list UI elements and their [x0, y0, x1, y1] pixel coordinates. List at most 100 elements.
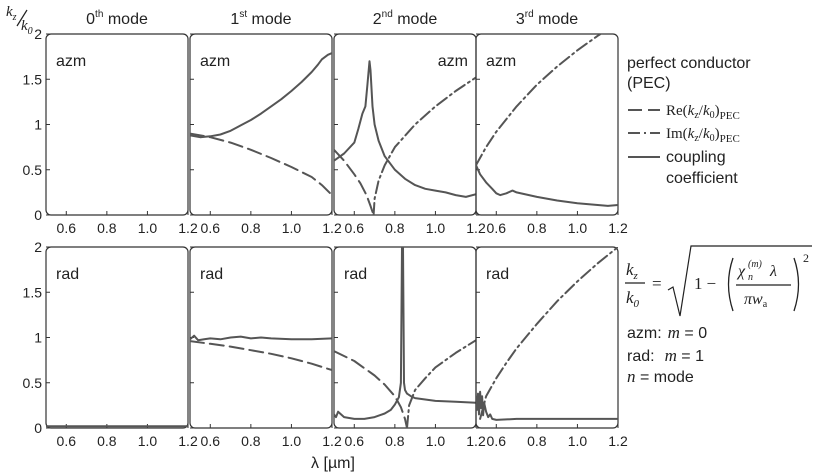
column-title-0: 0th mode	[86, 9, 148, 28]
x-tick-label: 0.8	[385, 220, 405, 236]
x-tick-label: 0.6	[201, 220, 221, 236]
panel-label: azm	[438, 53, 468, 70]
panel-rad-mode-0: 0.6 0.8 1.0 1.2 0 0.5 1 1.5 2 rad	[23, 239, 198, 449]
x-tick-label: 1.2	[466, 220, 486, 236]
x-tick-label: 1.2	[178, 220, 198, 236]
x-tick-label: 1.0	[282, 433, 302, 449]
x-tick-label: 1.2	[466, 433, 486, 449]
legend-entry-re: Re(kz/k0)PEC	[628, 103, 740, 122]
x-tick-label: 0.6	[57, 433, 77, 449]
series-dashdot-0	[476, 34, 603, 167]
panel-rad-mode-2: 0.6 0.8 1.0 1.2 rad	[333, 246, 486, 449]
y-tick-label: 0	[34, 420, 42, 436]
y-tick-label: 1.5	[23, 284, 43, 300]
panel-rad-mode-1: 0.6 0.8 1.0 1.2 rad	[189, 246, 342, 449]
x-tick-label: 1.0	[426, 433, 446, 449]
y-tick-label: 1	[34, 117, 42, 133]
y-tick-label: 0.5	[23, 375, 43, 391]
panel-label: rad	[200, 266, 223, 283]
series-solid-2	[334, 247, 476, 420]
equation: kz k0 = 1− χ (m) n λ πwa 2 azm: m = 0 rad…	[625, 245, 812, 386]
panel-rad-mode-3: 0.6 0.8 1.0 1.2 rad	[475, 246, 628, 449]
svg-text:χ: χ	[736, 263, 746, 280]
series-dashed-0	[334, 148, 375, 215]
x-tick-label: 1.2	[178, 433, 198, 449]
x-tick-label: 1.2	[322, 433, 342, 449]
x-tick-label: 0.6	[487, 433, 507, 449]
x-tick-label: 0.8	[241, 220, 261, 236]
series-solid-1	[476, 390, 618, 421]
legend-title-line2: (PEC)	[627, 75, 671, 92]
x-tick-label: 1.2	[608, 220, 628, 236]
svg-text:2: 2	[803, 251, 809, 265]
series-dashdot-1	[372, 76, 476, 215]
x-axis-label: λ [µm]	[311, 455, 355, 472]
svg-text:Re(kz/k0)PEC: Re(kz/k0)PEC	[666, 103, 740, 122]
series-dashed-0	[190, 132, 332, 197]
column-title-1: 1st mode	[230, 9, 291, 28]
svg-text:rad:m = 1: rad: m = 1	[627, 346, 704, 365]
x-tick-label: 0.6	[57, 220, 77, 236]
svg-text:n = mode: n = mode	[627, 367, 694, 386]
svg-text:πwa: πwa	[744, 291, 768, 310]
svg-text:azm:m = 0: azm: m = 0	[627, 323, 707, 342]
svg-text:λ: λ	[769, 263, 777, 280]
svg-text:kz: kz	[626, 260, 639, 282]
x-tick-label: 0.8	[527, 220, 547, 236]
series-dashdot-0	[479, 247, 618, 420]
panel-label: azm	[56, 53, 86, 70]
x-tick-label: 1.2	[322, 220, 342, 236]
legend-entry-im: Im(kz/k0)PEC	[628, 126, 740, 145]
panel-label: rad	[344, 266, 367, 283]
svg-text:1−: 1−	[694, 274, 716, 293]
x-tick-label: 0.6	[345, 433, 365, 449]
y-tick-label: 0.5	[23, 162, 43, 178]
panel-azm-mode-2: 0.6 0.8 1.0 1.2 azm	[333, 33, 486, 236]
svg-text:k0: k0	[21, 18, 33, 37]
y-tick-label: 2	[34, 239, 42, 255]
x-tick-label: 0.8	[241, 433, 261, 449]
x-tick-label: 0.6	[345, 220, 365, 236]
series-dashed-0	[334, 350, 408, 428]
y-tick-label: 1.5	[23, 71, 43, 87]
panel-label: azm	[200, 53, 230, 70]
y-axis-label: kz k0	[6, 4, 33, 37]
x-tick-label: 1.2	[608, 433, 628, 449]
svg-text:(m): (m)	[748, 259, 763, 270]
x-tick-label: 0.8	[97, 433, 117, 449]
svg-text:kz: kz	[6, 4, 17, 23]
panel-label: azm	[486, 53, 516, 70]
x-tick-label: 1.0	[282, 220, 302, 236]
svg-text:coupling: coupling	[666, 149, 726, 166]
x-tick-label: 1.0	[568, 433, 588, 449]
x-tick-label: 1.0	[138, 220, 158, 236]
panel-azm-mode-0: 0.6 0.8 1.0 1.2 0 0.5 1 1.5 2 azm	[23, 26, 198, 236]
y-tick-label: 0	[34, 207, 42, 223]
panel-label: rad	[56, 266, 79, 283]
legend-title-line1: perfect conductor	[627, 55, 751, 72]
series-dashed-0	[190, 340, 332, 372]
x-tick-label: 0.6	[487, 220, 507, 236]
legend-entry-coupling: coupling coefficient	[628, 149, 738, 187]
y-tick-label: 2	[34, 26, 42, 42]
y-tick-label: 1	[34, 330, 42, 346]
panel-label: rad	[486, 266, 509, 283]
series-solid-2	[334, 60, 476, 198]
legend: perfect conductor (PEC) Re(kz/k0)PEC Im(…	[627, 55, 751, 187]
x-tick-label: 1.0	[568, 220, 588, 236]
series-solid-1	[190, 334, 332, 342]
svg-text:n: n	[748, 272, 753, 283]
x-tick-label: 0.6	[201, 433, 221, 449]
panel-azm-mode-1: 0.6 0.8 1.0 1.2 azm	[189, 33, 342, 236]
svg-text:=: =	[652, 274, 662, 293]
x-tick-label: 1.0	[138, 433, 158, 449]
svg-text:k0: k0	[626, 288, 640, 310]
svg-text:coefficient: coefficient	[666, 170, 738, 187]
series-dashdot-1	[406, 339, 476, 428]
svg-text:Im(kz/k0)PEC: Im(kz/k0)PEC	[666, 126, 740, 145]
series-solid-1	[190, 52, 332, 139]
column-title-2: 2nd mode	[373, 9, 438, 28]
series-solid-1	[476, 164, 618, 207]
panel-azm-mode-3: 0.6 0.8 1.0 1.2 azm	[475, 33, 628, 236]
